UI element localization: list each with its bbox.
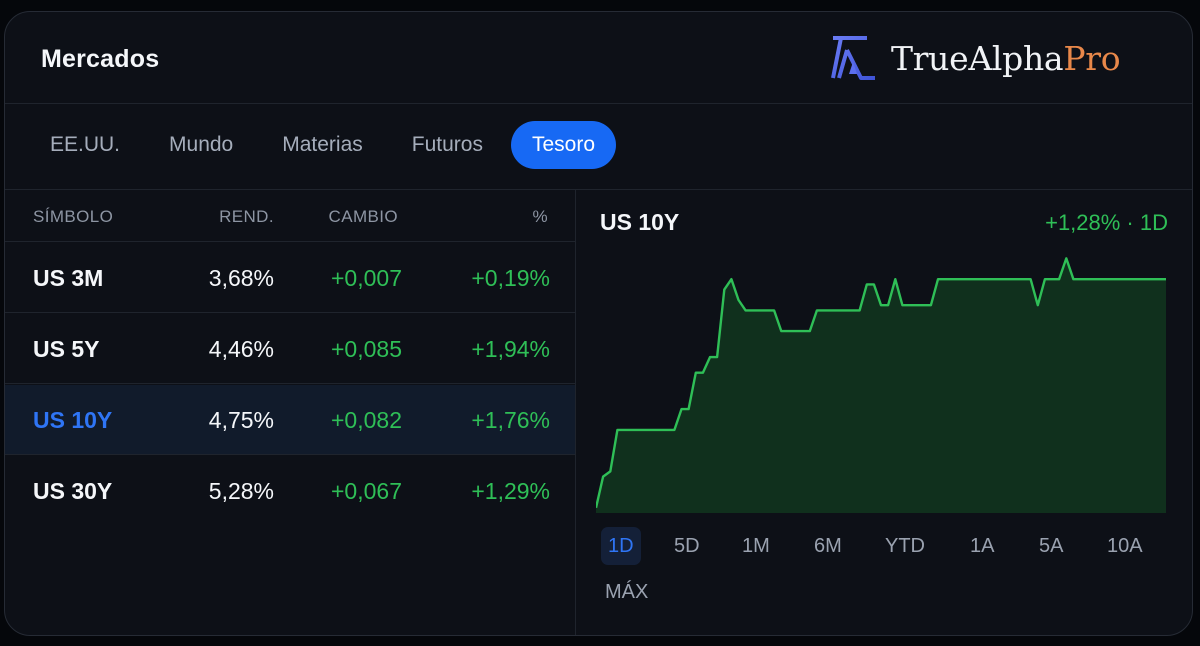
range-1d[interactable]: 1D	[601, 527, 641, 565]
logo: TrueAlphaPro	[827, 32, 1121, 84]
tab-futures[interactable]: Futuros	[411, 133, 483, 156]
row-yield: 3,68%	[208, 265, 274, 291]
row-symbol: US 10Y	[33, 407, 113, 433]
range-selector: 1D 5D 1M 6M YTD 1A 5A 10A MÁX	[596, 518, 1166, 618]
row-symbol: US 5Y	[33, 336, 100, 362]
table-row-selected[interactable]: US 10Y 4,75% +0,082 +1,76%	[5, 385, 575, 455]
header: Mercados TrueAlphaPro	[5, 12, 1192, 104]
tab-treasury[interactable]: Tesoro	[510, 121, 616, 169]
brand-accent: Pro	[1063, 38, 1121, 78]
brand-name: TrueAlphaPro	[891, 38, 1121, 78]
row-change: +0,082	[331, 407, 402, 433]
table-header: SÍMBOLO REND. CAMBIO %	[5, 190, 575, 242]
row-yield: 4,75%	[208, 407, 274, 433]
row-symbol: US 3M	[33, 265, 104, 291]
tab-world[interactable]: Mundo	[169, 133, 234, 156]
row-percent: +0,19%	[471, 265, 550, 291]
chart-series-line	[596, 257, 1166, 509]
tab-us[interactable]: EE.UU.	[50, 133, 121, 156]
col-change: CAMBIO	[328, 207, 398, 226]
col-percent: %	[532, 207, 548, 226]
row-yield: 5,28%	[208, 478, 274, 504]
row-change: +0,007	[331, 265, 402, 291]
row-change: +0,085	[331, 336, 402, 362]
row-symbol: US 30Y	[33, 478, 113, 504]
ta-monogram-icon	[831, 36, 875, 80]
market-tabs: EE.UU. Mundo Materias Futuros Tesoro	[29, 121, 623, 169]
range-10a[interactable]: 10A	[1107, 535, 1143, 557]
divider-vertical	[575, 190, 576, 635]
range-6m[interactable]: 6M	[814, 535, 842, 557]
row-percent: +1,94%	[471, 336, 550, 362]
divider	[5, 189, 1192, 190]
table-row[interactable]: US 5Y 4,46% +0,085 +1,94%	[5, 314, 575, 384]
table-row[interactable]: US 3M 3,68% +0,007 +0,19%	[5, 243, 575, 313]
chart-area-fill	[596, 258, 1166, 513]
row-yield: 4,46%	[208, 336, 274, 362]
tab-commodities[interactable]: Materias	[282, 133, 363, 156]
row-percent: +1,76%	[471, 407, 550, 433]
range-5d[interactable]: 5D	[674, 535, 700, 557]
chart-change-summary: +1,28% · 1D	[1045, 210, 1168, 235]
range-ytd[interactable]: YTD	[885, 535, 925, 557]
range-1m[interactable]: 1M	[742, 535, 770, 557]
range-5a[interactable]: 5A	[1039, 535, 1064, 557]
range-max[interactable]: MÁX	[605, 581, 649, 603]
brand-main: TrueAlpha	[891, 38, 1064, 78]
row-change: +0,067	[331, 478, 402, 504]
table-row[interactable]: US 30Y 5,28% +0,067 +1,29%	[5, 456, 575, 526]
page-title: Mercados	[41, 45, 160, 73]
col-symbol: SÍMBOLO	[33, 207, 114, 226]
chart-symbol-title: US 10Y	[600, 209, 680, 235]
col-yield: REND.	[219, 207, 274, 226]
row-percent: +1,29%	[471, 478, 550, 504]
range-1a[interactable]: 1A	[970, 535, 995, 557]
yield-chart	[596, 257, 1166, 513]
